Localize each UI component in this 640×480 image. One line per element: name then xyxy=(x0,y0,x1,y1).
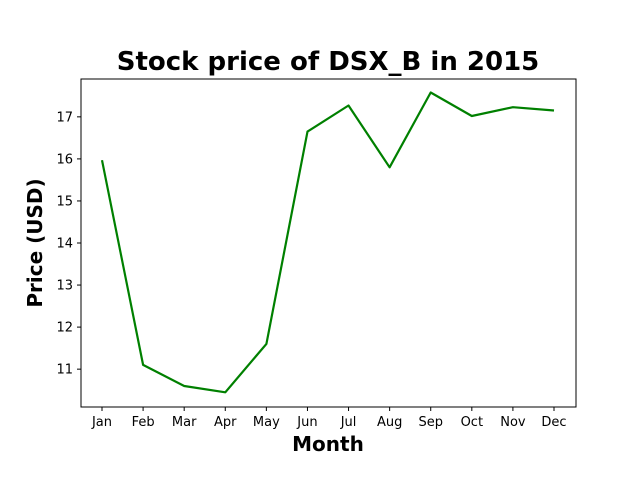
plot-area: Jan Feb Mar Apr May Jun Jul Aug Sep Oct Nov Dec 11 12… xyxy=(56,78,577,430)
y-tick-label: 17 xyxy=(56,110,73,125)
y-tick-label: 14 xyxy=(56,237,73,252)
y-tick-label: 12 xyxy=(56,321,73,336)
x-tick-label: Sep xyxy=(418,415,443,430)
x-tick-label: Feb xyxy=(132,415,155,430)
y-tick-label: 16 xyxy=(56,152,73,167)
x-tick-label: Mar xyxy=(172,415,197,430)
plot-frame xyxy=(80,78,577,408)
y-tick-label: 15 xyxy=(56,194,73,209)
chart-title: Stock price of DSX_B in 2015 xyxy=(117,47,540,77)
x-tick-label: Jun xyxy=(296,415,317,430)
x-tick-label: Jan xyxy=(91,415,112,430)
x-tick-label: Jul xyxy=(340,415,357,430)
x-tick-label: Aug xyxy=(377,415,402,430)
y-tick-label: 13 xyxy=(56,279,73,294)
x-tick-label: Dec xyxy=(541,415,566,430)
series-line xyxy=(100,91,555,394)
y-tick-label: 11 xyxy=(56,363,73,378)
x-tick-label: Apr xyxy=(214,415,237,430)
x-axis-label: Month xyxy=(292,432,364,456)
x-tick-label: May xyxy=(253,415,280,430)
x-tick-label: Nov xyxy=(500,415,526,430)
x-tick-label: Oct xyxy=(461,415,483,430)
y-axis-label: Price (USD) xyxy=(23,178,47,307)
